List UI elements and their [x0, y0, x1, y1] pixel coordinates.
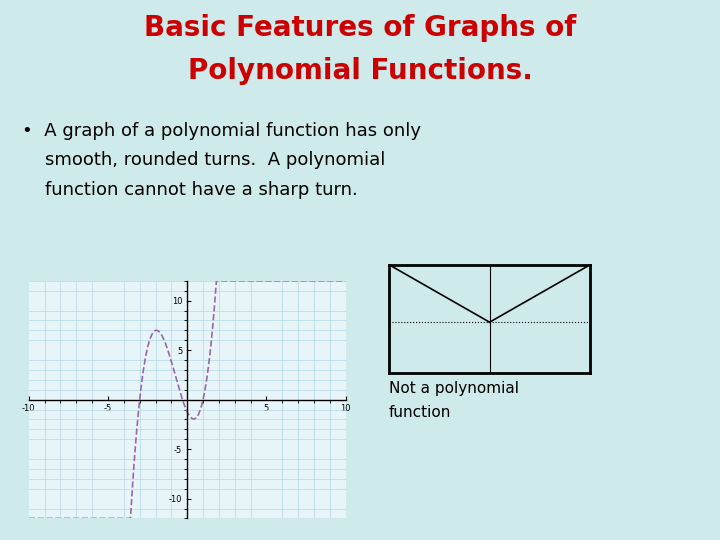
Text: smooth, rounded turns.  A polynomial: smooth, rounded turns. A polynomial [22, 151, 385, 169]
Text: function: function [389, 405, 451, 420]
Text: Basic Features of Graphs of: Basic Features of Graphs of [144, 14, 576, 42]
Text: function cannot have a sharp turn.: function cannot have a sharp turn. [22, 181, 357, 199]
Text: Not a polynomial: Not a polynomial [389, 381, 519, 396]
Text: •  A graph of a polynomial function has only: • A graph of a polynomial function has o… [22, 122, 420, 139]
Text: Polynomial Functions.: Polynomial Functions. [188, 57, 532, 85]
